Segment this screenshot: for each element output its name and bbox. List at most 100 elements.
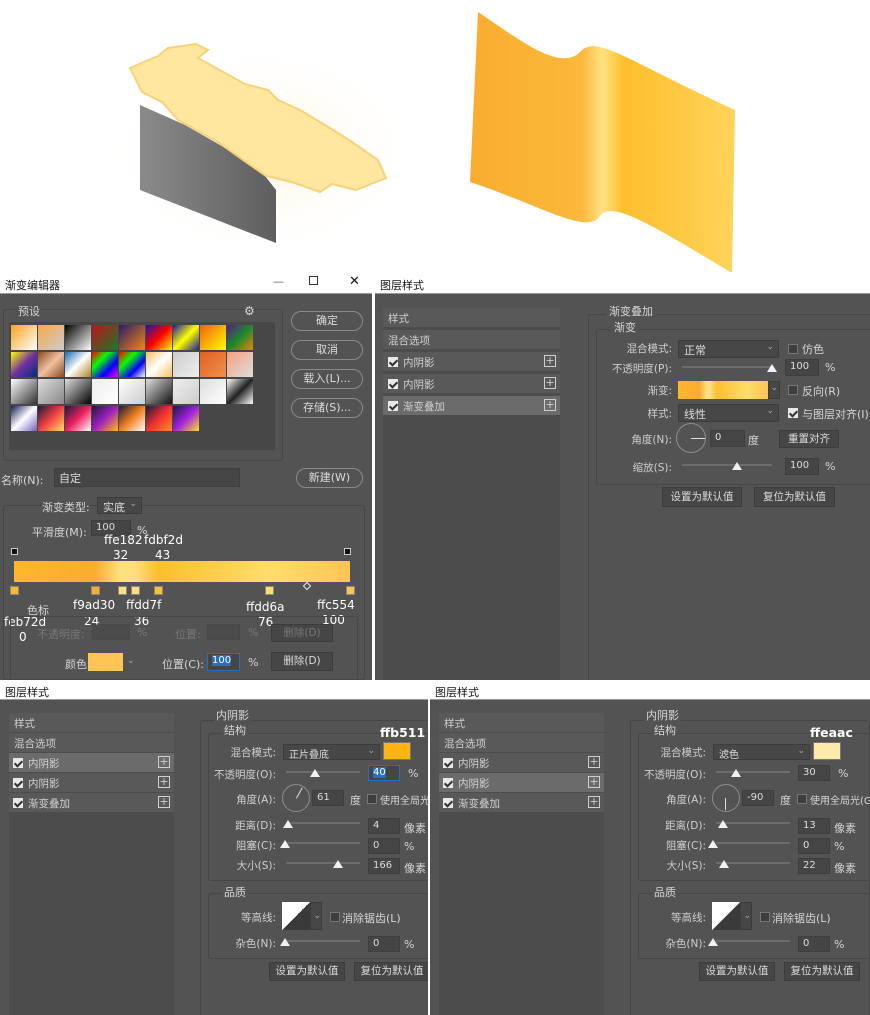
preset-swatch[interactable]	[227, 325, 253, 350]
opacity-input[interactable]: 30	[798, 765, 830, 781]
enable-checkbox[interactable]	[388, 401, 398, 411]
preset-swatch[interactable]	[92, 406, 118, 431]
align-with-layer-checkbox[interactable]	[788, 408, 798, 418]
preset-swatch[interactable]	[65, 352, 91, 377]
shadow-color-swatch[interactable]	[383, 742, 411, 760]
choke-slider[interactable]	[286, 842, 360, 844]
enable-checkbox[interactable]	[388, 379, 398, 389]
distance-input[interactable]: 4	[368, 818, 400, 834]
list-item-styles[interactable]: 样式	[383, 308, 560, 327]
preset-swatch[interactable]	[92, 352, 118, 377]
choke-slider-thumb[interactable]	[280, 840, 290, 848]
make-default-button[interactable]: 设置为默认值	[269, 962, 345, 981]
preset-swatch[interactable]	[146, 379, 172, 404]
preset-swatch[interactable]	[173, 406, 199, 431]
preset-swatch[interactable]	[38, 379, 64, 404]
color-stop[interactable]	[117, 586, 127, 595]
plus-icon[interactable]: +	[158, 755, 170, 768]
preset-swatch[interactable]	[173, 379, 199, 404]
location-input[interactable]: 100	[207, 653, 240, 671]
angle-input[interactable]: -90	[742, 790, 774, 806]
choke-input[interactable]: 0	[368, 838, 400, 854]
contour-preview[interactable]	[712, 902, 740, 930]
color-stop[interactable]	[10, 586, 19, 595]
angle-input[interactable]: 0	[710, 430, 745, 447]
contour-dropdown[interactable]: ⌄	[310, 902, 322, 930]
list-item[interactable]: 渐变叠加 +	[439, 793, 604, 812]
list-item[interactable]: 混合选项	[439, 733, 604, 752]
size-slider[interactable]	[716, 862, 790, 864]
use-global-light-checkbox[interactable]	[797, 794, 807, 804]
preset-swatch[interactable]	[38, 325, 64, 350]
preset-swatch[interactable]	[173, 352, 199, 377]
opacity-input[interactable]	[92, 624, 130, 640]
make-default-button[interactable]: 设置为默认值	[662, 487, 742, 507]
choke-slider[interactable]	[716, 842, 790, 844]
preset-swatch[interactable]	[119, 379, 145, 404]
load-button[interactable]: 载入(L)...	[291, 369, 363, 389]
gradient-bar[interactable]	[14, 561, 350, 582]
preset-swatch[interactable]	[38, 352, 64, 377]
preset-swatch[interactable]	[146, 325, 172, 350]
enable-checkbox[interactable]	[443, 778, 453, 788]
opacity-slider-thumb[interactable]	[767, 364, 777, 372]
reset-align-button[interactable]: 重置对齐	[779, 430, 839, 448]
reset-default-button[interactable]: 复位为默认值	[784, 962, 860, 981]
size-slider[interactable]	[286, 862, 360, 864]
noise-slider-thumb[interactable]	[708, 938, 718, 946]
enable-checkbox[interactable]	[443, 798, 453, 808]
style-select[interactable]: 线性 ⌄	[678, 404, 779, 422]
plus-icon[interactable]: +	[158, 775, 170, 788]
angle-dial[interactable]	[676, 423, 706, 453]
list-item-gradient-overlay[interactable]: 渐变叠加 +	[383, 396, 560, 415]
opacity-slider[interactable]	[716, 771, 790, 773]
contour-preview[interactable]	[282, 902, 310, 930]
angle-dial[interactable]	[712, 784, 740, 812]
preset-swatch[interactable]	[65, 325, 91, 350]
smoothness-input[interactable]: 100	[91, 520, 131, 536]
preset-swatch[interactable]	[38, 406, 64, 431]
choke-slider-thumb[interactable]	[708, 840, 718, 848]
enable-checkbox[interactable]	[13, 758, 23, 768]
list-item[interactable]: 内阴影 +	[9, 753, 174, 772]
size-input[interactable]: 22	[798, 858, 830, 874]
plus-icon[interactable]: +	[544, 354, 556, 367]
dither-checkbox[interactable]	[788, 344, 798, 354]
list-item[interactable]: 内阴影 +	[439, 753, 604, 772]
color-stop[interactable]	[154, 586, 164, 595]
reset-default-button[interactable]: 复位为默认值	[754, 487, 835, 507]
minimize-icon[interactable]: —	[273, 275, 284, 288]
noise-slider[interactable]	[716, 940, 790, 942]
size-slider-thumb[interactable]	[719, 860, 729, 868]
noise-slider-thumb[interactable]	[280, 938, 290, 946]
shadow-color-swatch[interactable]	[813, 742, 841, 760]
scale-slider[interactable]	[682, 464, 772, 466]
opacity-location-input[interactable]	[207, 624, 240, 640]
plus-icon[interactable]: +	[588, 795, 600, 808]
make-default-button[interactable]: 设置为默认值	[699, 962, 775, 981]
gradient-dropdown[interactable]: ⌄	[768, 381, 780, 399]
opacity-input[interactable]: 40	[368, 765, 400, 781]
list-item[interactable]: 样式	[439, 713, 604, 732]
cancel-button[interactable]: 取消	[291, 340, 363, 360]
list-item-blending-options[interactable]: 混合选项	[383, 330, 560, 349]
preset-swatch[interactable]	[11, 352, 37, 377]
list-item[interactable]: 内阴影 +	[439, 773, 604, 792]
angle-input[interactable]: 61	[312, 790, 344, 806]
preset-swatch[interactable]	[146, 406, 172, 431]
scale-slider-thumb[interactable]	[732, 462, 742, 470]
noise-slider[interactable]	[286, 940, 360, 942]
opacity-slider-thumb[interactable]	[310, 769, 320, 777]
delete-color-stop-button[interactable]: 删除(D)	[271, 652, 333, 671]
reverse-checkbox[interactable]	[788, 385, 798, 395]
preset-swatch[interactable]	[146, 352, 172, 377]
scale-input[interactable]: 100	[785, 458, 819, 475]
reset-default-button[interactable]: 复位为默认值	[354, 962, 428, 981]
preset-swatch[interactable]	[119, 352, 145, 377]
preset-swatch[interactable]	[92, 325, 118, 350]
opacity-stop-left[interactable]	[11, 548, 18, 555]
size-input[interactable]: 166	[368, 858, 400, 874]
distance-slider[interactable]	[286, 822, 360, 824]
preset-swatch[interactable]	[65, 406, 91, 431]
enable-checkbox[interactable]	[443, 758, 453, 768]
